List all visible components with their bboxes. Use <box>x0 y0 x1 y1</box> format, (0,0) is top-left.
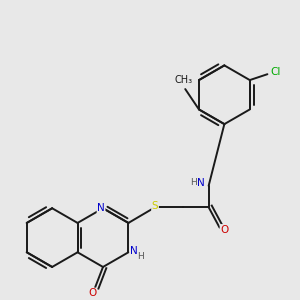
Text: O: O <box>88 288 96 298</box>
Text: N: N <box>197 178 205 188</box>
Text: O: O <box>220 225 228 235</box>
Text: N: N <box>130 246 138 256</box>
Text: H: H <box>138 253 144 262</box>
Text: S: S <box>152 202 158 212</box>
Text: H: H <box>190 178 197 187</box>
Text: CH₃: CH₃ <box>174 76 192 85</box>
Text: Cl: Cl <box>271 67 281 77</box>
Text: N: N <box>97 203 105 213</box>
